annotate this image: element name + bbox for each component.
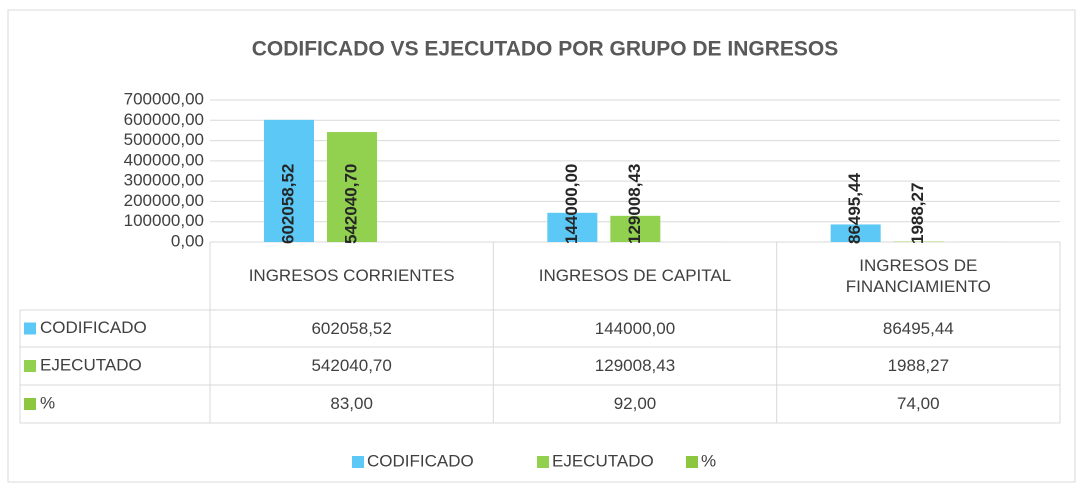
- y-tick-label: 200000,00: [124, 191, 204, 210]
- legend-label: %: [701, 451, 716, 470]
- table-series-name: CODIFICADO: [40, 318, 147, 337]
- y-tick-label: 700000,00: [124, 89, 204, 108]
- bar: [264, 119, 314, 242]
- legend-key: [352, 456, 364, 468]
- y-tick-label: 100000,00: [124, 211, 204, 230]
- table-value: 83,00: [330, 394, 373, 414]
- table-series-name: EJECUTADO: [40, 355, 142, 374]
- bar: [327, 132, 377, 242]
- legend-label: CODIFICADO: [367, 451, 474, 470]
- y-tick-label: 400000,00: [124, 150, 204, 169]
- data-label: 1988,27: [908, 183, 927, 244]
- legend-key: [24, 360, 36, 372]
- y-tick-label: 0,00: [171, 231, 204, 250]
- legend-label: EJECUTADO: [552, 451, 654, 470]
- table-value: 542040,70: [311, 356, 392, 376]
- y-tick-label: 300000,00: [124, 171, 204, 190]
- y-tick-label: 600000,00: [124, 110, 204, 129]
- category-label: INGRESOS DE CAPITAL: [538, 266, 732, 286]
- table-value: 602058,52: [311, 318, 392, 338]
- category-label: INGRESOS DE FINANCIAMIENTO: [845, 255, 991, 296]
- table-value: 1988,27: [887, 356, 950, 376]
- data-label: 86495,44: [845, 173, 864, 244]
- category-label: INGRESOS CORRIENTES: [248, 266, 455, 286]
- table-value: 129008,43: [594, 356, 676, 376]
- chart-border: [7, 9, 1076, 483]
- legend-key: [24, 322, 36, 335]
- y-tick-label: 500000,00: [124, 130, 204, 149]
- legend-key: [537, 456, 549, 468]
- bar: [610, 215, 661, 242]
- table-series-name: %: [40, 393, 55, 412]
- data-label: 129008,43: [625, 164, 644, 244]
- chart-title: CODIFICADO VS EJECUTADO POR GRUPO DE ING…: [252, 38, 839, 61]
- table-value: 144000,00: [594, 318, 676, 338]
- table-value: 74,00: [897, 394, 940, 414]
- bar: [830, 224, 881, 242]
- bar: [547, 212, 598, 242]
- data-label: 542040,70: [341, 164, 360, 244]
- data-label: 602058,52: [278, 164, 297, 244]
- table-value: 92,00: [613, 394, 657, 414]
- legend-key: [24, 398, 36, 410]
- table-value: 86495,44: [882, 318, 954, 338]
- data-label: 144000,00: [562, 164, 581, 244]
- legend-key: [686, 456, 698, 468]
